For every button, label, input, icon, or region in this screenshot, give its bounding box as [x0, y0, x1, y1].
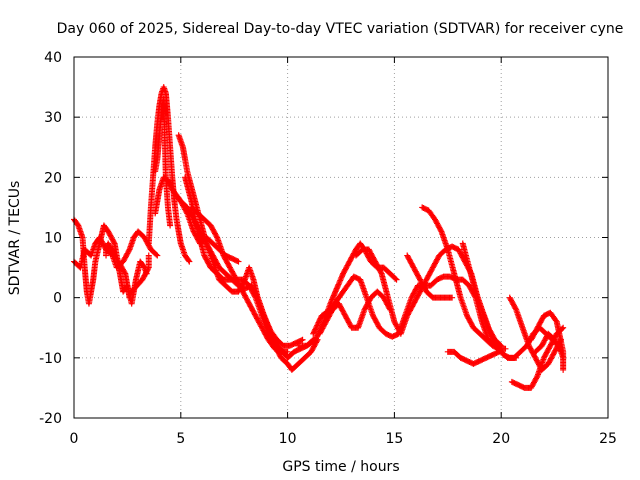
data-point-markers	[444, 348, 503, 367]
series-arc-8	[173, 192, 242, 265]
y-tick-label: 0	[53, 291, 62, 307]
x-axis-label: GPS time / hours	[282, 459, 399, 475]
chart-title: Day 060 of 2025, Sidereal Day-to-day VTE…	[57, 21, 624, 37]
series-arc-22	[152, 96, 174, 229]
y-tick-label: 10	[44, 231, 62, 247]
x-tick-label: 10	[279, 431, 297, 447]
series-arc-21	[103, 240, 152, 301]
series-arc-16	[459, 240, 505, 349]
series-arc-12	[352, 243, 520, 361]
data-points	[71, 84, 567, 391]
data-point-markers	[173, 192, 242, 265]
y-tick-label: -10	[39, 351, 62, 367]
axis-ticks: 0 5 10 15 20 25 -20 -10 0 10 20 30 40	[39, 50, 617, 447]
data-point-markers	[352, 243, 520, 361]
x-tick-label: 0	[70, 431, 79, 447]
series-arc-13	[404, 252, 456, 301]
y-tick-label: -20	[39, 411, 62, 427]
x-tick-label: 15	[385, 431, 403, 447]
y-axis-label: SDTVAR / TECUs	[7, 181, 23, 296]
series-arc-15	[444, 348, 503, 367]
data-point-markers	[532, 330, 567, 361]
series-arc-20	[532, 330, 567, 361]
x-tick-label: 25	[599, 431, 617, 447]
data-point-markers	[152, 96, 174, 229]
series-arc-14	[419, 204, 509, 352]
x-tick-label: 20	[492, 431, 510, 447]
y-tick-label: 40	[44, 50, 62, 66]
data-point-markers	[103, 240, 152, 301]
data-point-markers	[419, 204, 509, 352]
data-point-markers	[404, 252, 456, 301]
y-tick-label: 30	[44, 110, 62, 126]
data-point-markers	[175, 132, 306, 349]
y-tick-label: 20	[44, 170, 62, 186]
series-arc-5	[175, 132, 306, 349]
data-point-markers	[459, 240, 505, 349]
x-tick-label: 5	[176, 431, 185, 447]
grid-lines	[74, 57, 608, 418]
